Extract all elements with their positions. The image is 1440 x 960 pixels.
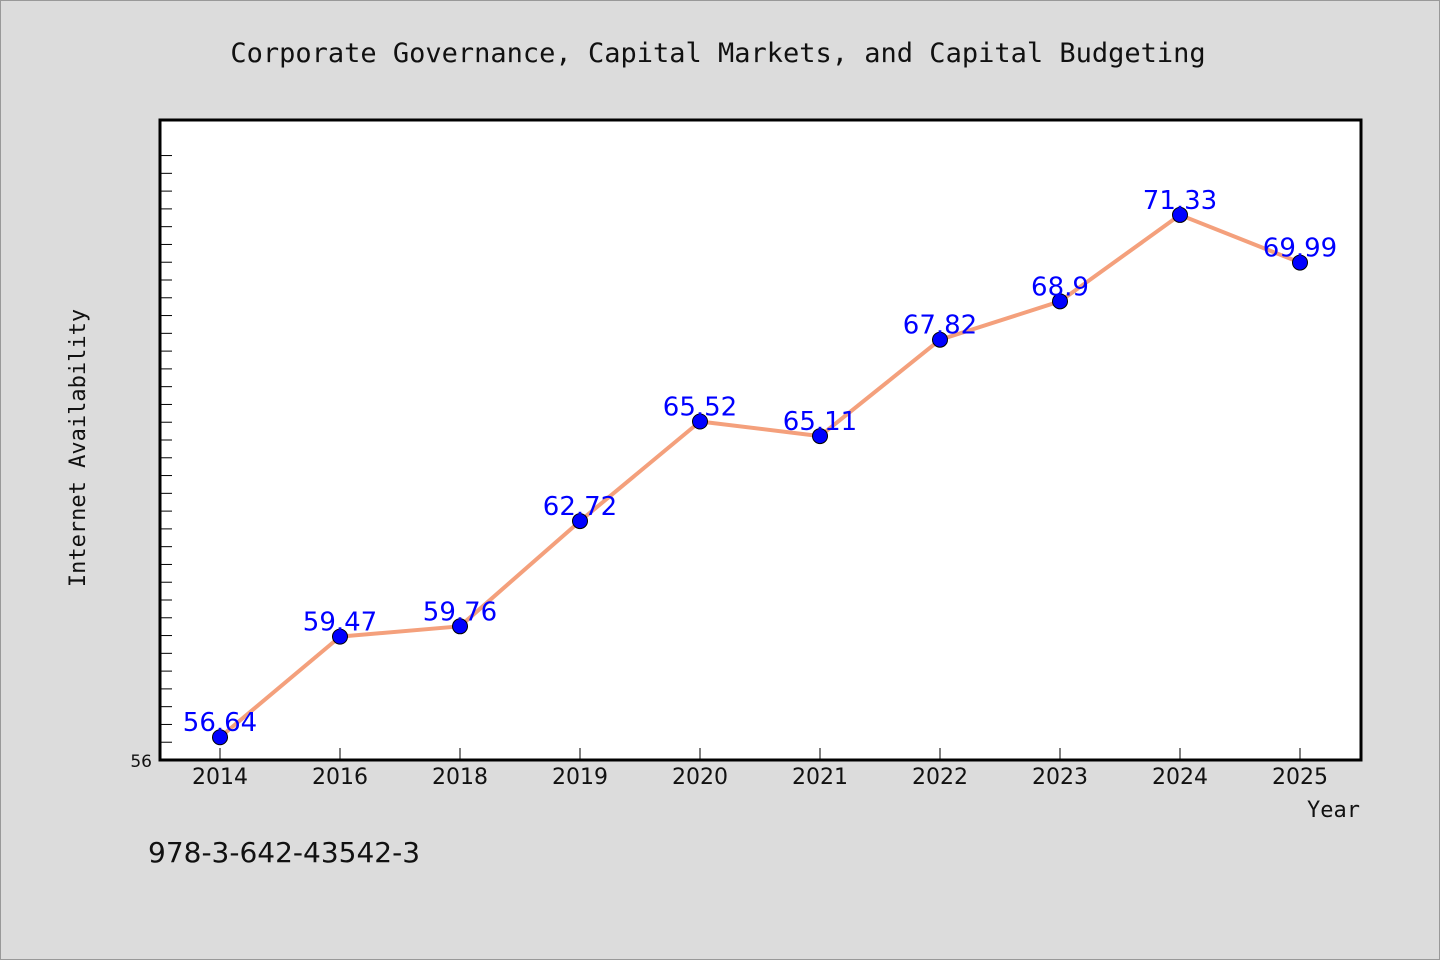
data-label: 62.72 (543, 492, 617, 522)
data-label: 69.99 (1263, 234, 1337, 264)
data-point (332, 628, 348, 645)
x-tick-label: 2016 (312, 765, 368, 790)
x-tick-label: 2021 (792, 765, 848, 790)
x-tick-label: 2023 (1032, 765, 1088, 790)
data-label: 65.11 (783, 407, 857, 437)
data-point (212, 729, 228, 746)
x-axis-ticks: 2014 2016 2018 2019 2020 2021 2022 2023 2024 2025 (192, 748, 1328, 790)
data-label: 56.64 (183, 708, 257, 738)
series-line (218, 212, 1302, 740)
x-tick-label: 2014 (192, 765, 248, 790)
chart-title: Corporate Governance, Capital Markets, a… (230, 38, 1205, 69)
y-axis-label: Internet Availability (66, 309, 91, 587)
data-point (452, 618, 468, 635)
x-axis-label: Year (1307, 798, 1360, 823)
x-tick-label: 2024 (1152, 765, 1208, 790)
x-tick-label: 2025 (1272, 765, 1328, 790)
x-tick-label: 2022 (912, 765, 968, 790)
data-label: 68.9 (1031, 272, 1089, 302)
data-point (1292, 254, 1308, 271)
series-line-group (218, 212, 1302, 740)
data-label: 59.47 (303, 608, 377, 638)
y-axis-ticks (160, 155, 172, 743)
data-point (932, 331, 948, 348)
y-tick-label-min: 56 (130, 752, 152, 772)
data-point (1172, 206, 1188, 223)
data-label: 67.82 (903, 311, 977, 341)
x-tick-label: 2020 (672, 765, 728, 790)
x-tick-label: 2019 (552, 765, 608, 790)
data-point (692, 413, 708, 430)
data-markers (212, 206, 1308, 746)
data-label: 71.33 (1143, 186, 1217, 216)
data-label: 65.52 (663, 393, 737, 423)
data-point (572, 513, 588, 530)
data-labels: 56.64 59.47 59.76 62.72 65.52 65.11 67.82 68.9 7… (183, 186, 1337, 738)
isbn-text: 978-3-642-43542-3 (148, 836, 420, 869)
data-point (1052, 293, 1068, 310)
data-point (812, 428, 828, 445)
x-tick-label: 2018 (432, 765, 488, 790)
data-label: 59.76 (423, 597, 497, 627)
